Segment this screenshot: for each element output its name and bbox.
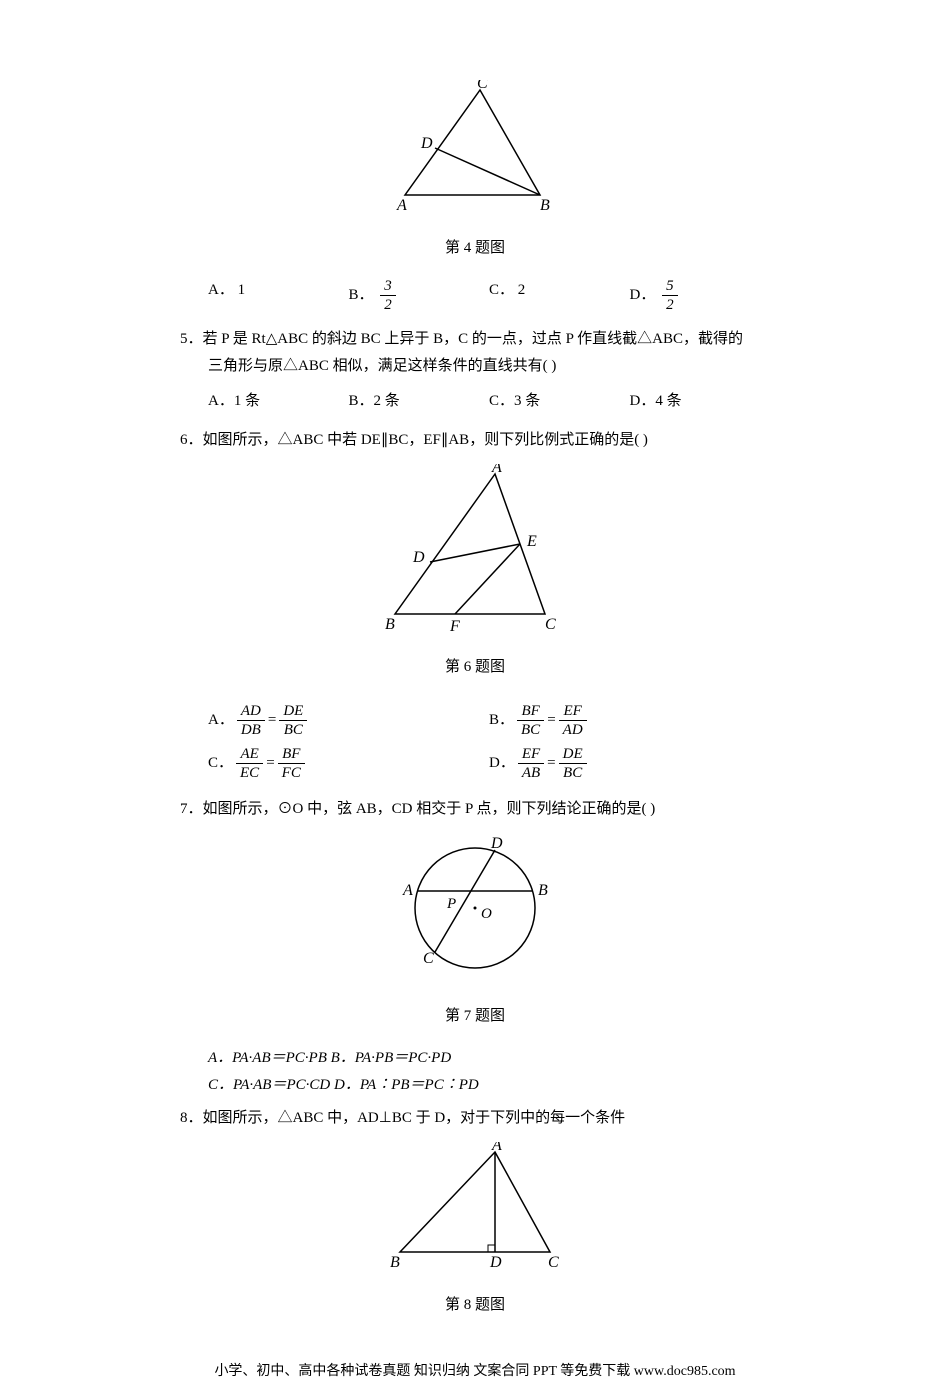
label-D: D: [412, 549, 425, 566]
figure-7-caption: 第 7 题图: [180, 1003, 770, 1030]
q6-opt-d: D． EFAB = DEBC: [489, 745, 770, 782]
figure-8: A B C D: [180, 1142, 770, 1282]
q7-opt-c: C．PA·AB＝PC·CD: [208, 1077, 330, 1093]
label-C: C: [423, 950, 434, 967]
label-B: B: [540, 197, 550, 214]
label-C: C: [548, 1254, 559, 1271]
q7-opt-d: D．PA∶PB＝PC∶PD: [334, 1077, 479, 1093]
label-A: A: [396, 197, 407, 214]
q6-text: 6．如图所示，△ABC 中若 DE∥BC，EF∥AB，则下列比例式正确的是( ): [180, 427, 770, 454]
q6-options: A． ADDB = DEBC C． AEEC = BFFC B． BFBC = …: [180, 696, 770, 788]
q5-text2: 三角形与原△ABC 相似，满足这样条件的直线共有( ): [180, 353, 770, 380]
label-F: F: [449, 618, 460, 634]
figure-4: A B C D: [180, 80, 770, 225]
triangle-8-svg: A B C D: [380, 1142, 570, 1272]
q5-opt-c: C．3 条: [489, 388, 630, 415]
q5-text1: 5．若 P 是 Rt△ABC 的斜边 BC 上异于 B，C 的一点，过点 P 作…: [180, 326, 770, 353]
triangle-6-svg: A B C D E F: [375, 464, 575, 634]
figure-6-caption: 第 6 题图: [180, 654, 770, 681]
figure-7: A B C D O P: [180, 833, 770, 993]
q5-opt-b: B．2 条: [349, 388, 490, 415]
q7-text: 7．如图所示，⊙O 中，弦 AB，CD 相交于 P 点，则下列结论正确的是( ): [180, 796, 770, 823]
circle-7-svg: A B C D O P: [385, 833, 565, 983]
figure-8-caption: 第 8 题图: [180, 1292, 770, 1319]
label-D: D: [420, 135, 433, 152]
label-A: A: [491, 1142, 502, 1154]
q7-options-2: C．PA·AB＝PC·CD D．PA∶PB＝PC∶PD: [180, 1072, 770, 1099]
q6-opt-b: B． BFBC = EFAD: [489, 702, 770, 739]
q7-opt-a: A．PA·AB＝PC·PB: [208, 1050, 327, 1066]
q5-options: A．1 条 B．2 条 C．3 条 D．4 条: [180, 388, 770, 415]
label-B: B: [385, 616, 395, 633]
triangle-4-svg: A B C D: [385, 80, 565, 215]
q6-opt-a: A． ADDB = DEBC: [208, 702, 489, 739]
label-D: D: [489, 1254, 502, 1271]
page-footer: 小学、初中、高中各种试卷真题 知识归纳 文案合同 PPT 等免费下载 www.d…: [180, 1359, 770, 1384]
label-C: C: [477, 80, 488, 92]
q4-opt-b: B． 32: [349, 277, 490, 314]
q5-opt-a: A．1 条: [208, 388, 349, 415]
q4-opt-a: A． 1: [208, 277, 349, 314]
q4-options: A． 1 B． 32 C． 2 D． 52: [180, 277, 770, 314]
q5-opt-d: D．4 条: [630, 388, 771, 415]
label-C: C: [545, 616, 556, 633]
q4-opt-d: D． 52: [630, 277, 771, 314]
q6-opt-c: C． AEEC = BFFC: [208, 745, 489, 782]
label-B: B: [390, 1254, 400, 1271]
label-D: D: [490, 835, 503, 852]
label-B: B: [538, 882, 548, 899]
q7-options: A．PA·AB＝PC·PB B．PA·PB＝PC·PD: [180, 1045, 770, 1072]
q4-opt-c: C． 2: [489, 277, 630, 314]
figure-4-caption: 第 4 题图: [180, 235, 770, 262]
q8-text: 8．如图所示，△ABC 中，AD⊥BC 于 D，对于下列中的每一个条件: [180, 1105, 770, 1132]
label-O: O: [481, 906, 492, 922]
q7-opt-b: B．PA·PB＝PC·PD: [331, 1050, 452, 1066]
label-A: A: [402, 882, 413, 899]
label-E: E: [526, 533, 537, 550]
label-P: P: [446, 896, 456, 912]
label-A: A: [491, 464, 502, 476]
figure-6: A B C D E F: [180, 464, 770, 644]
